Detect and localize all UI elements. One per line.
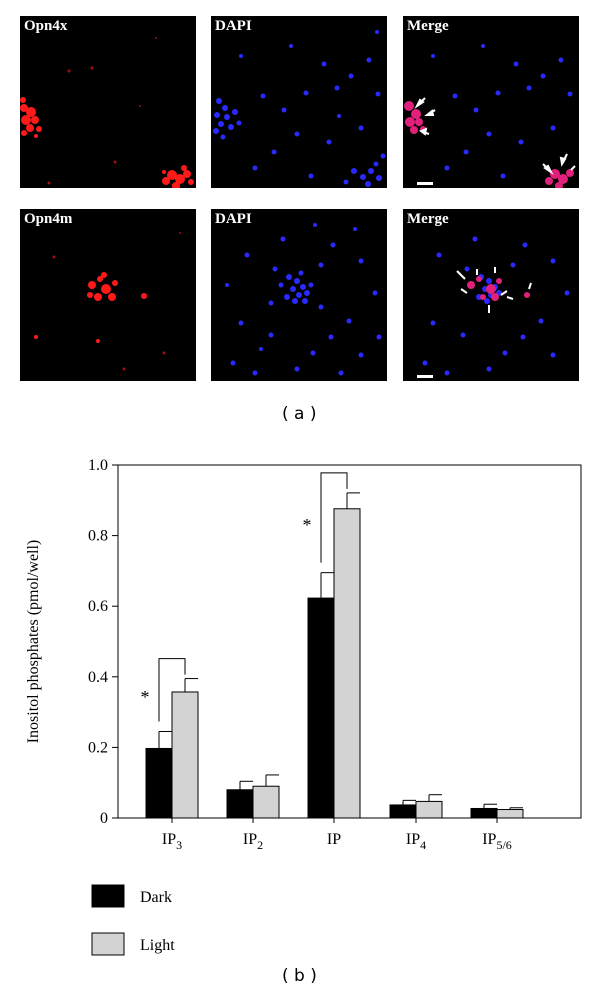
bar-light <box>496 809 524 819</box>
legend-label-light: Light <box>140 937 175 954</box>
x-tick-label: IP <box>327 831 341 848</box>
y-tick-label: 0.2 <box>88 739 108 756</box>
x-tick-label: IP4 <box>406 831 426 852</box>
scale-bar <box>417 182 433 185</box>
panel-dapi-bottom: DAPI <box>211 209 387 381</box>
y-tick-label: 1.0 <box>88 457 108 474</box>
chart-labels: Inositol phosphates (pmol/well) IP3 IP2 IP I… <box>25 515 512 852</box>
panel-merge-top-image <box>404 44 576 188</box>
significance-star: * <box>303 515 312 535</box>
legend-swatch-dark <box>91 884 125 908</box>
panel-opn4x-image <box>20 37 194 188</box>
y-tick-label: 0.8 <box>88 528 108 545</box>
panel-merge-bottom-image <box>417 236 570 378</box>
significance-bracket <box>320 472 348 563</box>
panel-label-merge-top: Merge <box>407 18 449 34</box>
bar-dark <box>226 789 254 819</box>
panel-label-dapi-bottom: DAPI <box>215 211 252 227</box>
bar-light <box>252 785 280 819</box>
y-tick-label: 0 <box>100 810 108 827</box>
panel-opn4x: Opn4x <box>20 16 196 188</box>
x-tick-label: IP3 <box>162 831 182 852</box>
microscopy-figure: Opn4x DAPI <box>0 0 600 400</box>
caption-a: ( a ) <box>282 404 317 424</box>
panel-merge-top: Merge <box>403 16 579 188</box>
panel-dapi-top-image <box>213 30 386 187</box>
panel-dapi-top: DAPI <box>211 16 387 188</box>
x-tick-label: IP5/6 <box>482 831 512 852</box>
chart-bars <box>145 472 524 819</box>
caption-b: ( b ) <box>282 966 317 986</box>
bar-light <box>415 800 443 819</box>
bar-dark <box>470 807 498 819</box>
bar-dark <box>145 747 173 819</box>
panel-label-merge-bottom: Merge <box>407 211 449 227</box>
bar-dark <box>389 804 417 819</box>
y-axis-label: Inositol phosphates (pmol/well) <box>25 540 42 744</box>
legend-swatch-light <box>91 932 125 956</box>
chart-legend: Dark Light <box>91 884 175 956</box>
legend-label-dark: Dark <box>140 889 172 906</box>
y-tick-label: 0.4 <box>88 669 108 686</box>
panel-label-dapi-top: DAPI <box>215 18 252 34</box>
panel-label-opn4x: Opn4x <box>24 18 68 34</box>
panel-opn4m-image <box>34 232 181 371</box>
x-tick-label: IP2 <box>243 831 263 852</box>
panel-dapi-bottom-image <box>225 223 382 376</box>
panel-opn4m: Opn4m <box>20 209 196 381</box>
scale-bar <box>417 375 433 378</box>
panel-merge-bottom: Merge <box>403 209 579 381</box>
bar-light <box>171 691 199 819</box>
bar-light <box>333 508 361 819</box>
panel-label-opn4m: Opn4m <box>24 211 73 227</box>
significance-star: * <box>141 687 150 707</box>
y-tick-label: 0.6 <box>88 598 108 615</box>
significance-bracket <box>158 658 186 722</box>
bar-chart: 0 0.2 0.4 0.6 0.8 1.0 Inositol phosphates (pm… <box>25 457 582 956</box>
bar-dark <box>307 597 335 819</box>
